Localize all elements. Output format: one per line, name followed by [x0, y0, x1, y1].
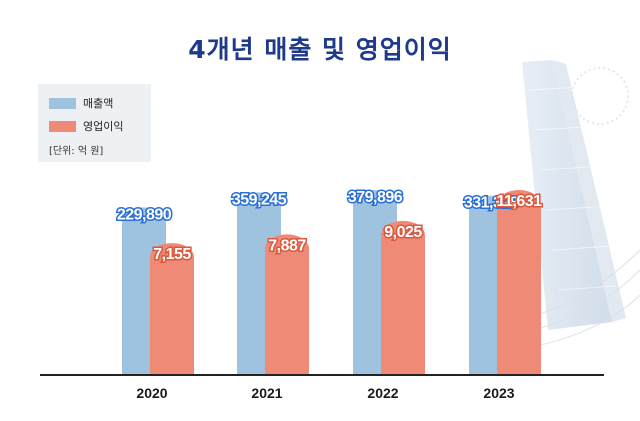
x-tick-label-2022: 2022 — [367, 385, 398, 401]
x-tick-label-2021: 2021 — [251, 385, 282, 401]
bar-operating-profit-2020 — [150, 243, 194, 374]
data-label-revenue-2022: 379,896 — [348, 189, 403, 206]
legend-swatch-revenue — [49, 97, 76, 109]
data-label-revenue-2021: 359,245 — [232, 191, 287, 208]
data-label-revenue-2023: 331,328 — [464, 195, 519, 212]
data-label-revenue-2020: 229,890 — [117, 206, 172, 223]
bar-operating-profit-2022 — [381, 220, 425, 374]
data-label-operating-profit-2021: 7,887 — [268, 237, 306, 254]
legend-item-operating-profit: 영업이익 — [49, 119, 123, 133]
bar-operating-profit-2023 — [497, 190, 541, 374]
legend-label-operating-profit: 영업이익 — [83, 120, 124, 133]
x-tick-label-2020: 2020 — [136, 385, 167, 401]
chart-title: 4개년 매출 및 영업이익 — [188, 35, 452, 64]
legend-label-revenue: 매출액 — [83, 97, 114, 110]
legend-item-revenue: 매출액 — [49, 96, 113, 110]
unit-note: [단위: 억 원] — [49, 146, 104, 157]
legend: 매출액 영업이익 [단위: 억 원] — [38, 84, 151, 162]
bar-operating-profit-2021 — [265, 234, 309, 374]
x-tick-label-2023: 2023 — [483, 385, 514, 401]
legend-swatch-operating-profit — [49, 120, 76, 132]
data-label-operating-profit-2023: 11,631 — [496, 193, 542, 210]
data-label-operating-profit-2020: 7,155 — [153, 246, 191, 263]
data-label-operating-profit-2022: 9,025 — [384, 224, 422, 241]
